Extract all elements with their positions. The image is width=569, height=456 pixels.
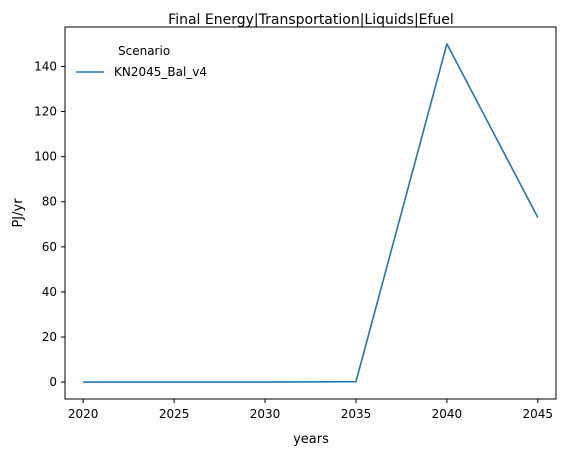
x-tick-label: 2025 xyxy=(159,407,190,421)
legend: Scenario KN2045_Bal_v4 xyxy=(76,44,207,79)
series-group xyxy=(83,43,539,383)
y-tick-label: 60 xyxy=(42,240,57,254)
y-tick-label: 80 xyxy=(42,195,57,209)
y-axis: 0 20 40 60 80 100 120 140 xyxy=(34,59,65,389)
plot-area-frame xyxy=(64,26,557,400)
y-tick-label: 100 xyxy=(34,150,57,164)
x-tick-label: 2035 xyxy=(341,407,372,421)
y-tick-label: 20 xyxy=(42,330,57,344)
x-tick-label: 2045 xyxy=(523,407,554,421)
legend-label-kn2045-bal-v4: KN2045_Bal_v4 xyxy=(114,65,207,79)
x-axis-label: years xyxy=(293,432,329,447)
x-tick-label: 2040 xyxy=(432,407,463,421)
y-tick-label: 120 xyxy=(34,105,57,119)
legend-title: Scenario xyxy=(118,44,170,58)
y-tick-label: 140 xyxy=(34,59,57,73)
y-axis-label: PJ/yr xyxy=(11,198,26,228)
y-tick-label: 0 xyxy=(49,375,57,389)
y-tick-label: 40 xyxy=(42,285,57,299)
x-axis: 2020 2025 2030 2035 2040 2045 xyxy=(68,399,553,421)
chart-title: Final Energy|Transportation|Liquids|Efue… xyxy=(168,12,454,28)
series-line-kn2045-bal-v4 xyxy=(83,43,539,383)
x-tick-label: 2020 xyxy=(68,407,99,421)
x-tick-label: 2030 xyxy=(250,407,281,421)
